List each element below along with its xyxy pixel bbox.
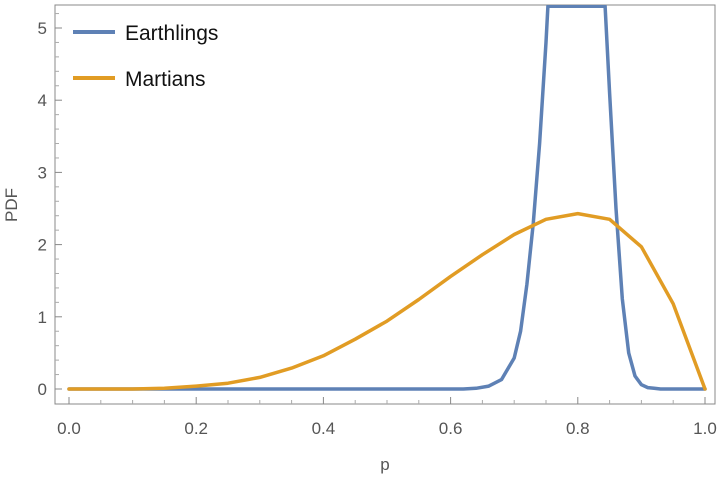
x-tick-label: 0.0 bbox=[57, 419, 81, 438]
x-tick-label: 0.6 bbox=[439, 419, 463, 438]
y-tick-label: 2 bbox=[38, 236, 47, 255]
y-tick-label: 4 bbox=[38, 91, 47, 110]
series-line-earthlings bbox=[67, 5, 707, 391]
series-layer bbox=[67, 5, 707, 391]
y-tick-label: 5 bbox=[38, 19, 47, 38]
y-tick-label: 3 bbox=[38, 163, 47, 182]
plot-frame bbox=[54, 4, 716, 405]
x-tick-label: 0.4 bbox=[312, 419, 336, 438]
x-axis-label: p bbox=[380, 455, 389, 474]
x-tick-label: 0.2 bbox=[184, 419, 208, 438]
y-axis-label: PDF bbox=[2, 188, 21, 222]
y-tick-label: 0 bbox=[38, 380, 47, 399]
y-tick-label: 1 bbox=[38, 308, 47, 327]
legend-label-martians: Martians bbox=[125, 68, 206, 91]
x-tick-label: 0.8 bbox=[566, 419, 590, 438]
ticks-layer: 0.0 0.2 0.4 0.6 0.8 1.0 0 1 2 3 4 5 bbox=[38, 13, 717, 438]
legend: Earthlings Martians bbox=[73, 22, 218, 91]
series-line-martians bbox=[67, 211, 707, 391]
x-tick-label: 1.0 bbox=[693, 419, 717, 438]
legend-label-earthlings: Earthlings bbox=[125, 22, 218, 45]
